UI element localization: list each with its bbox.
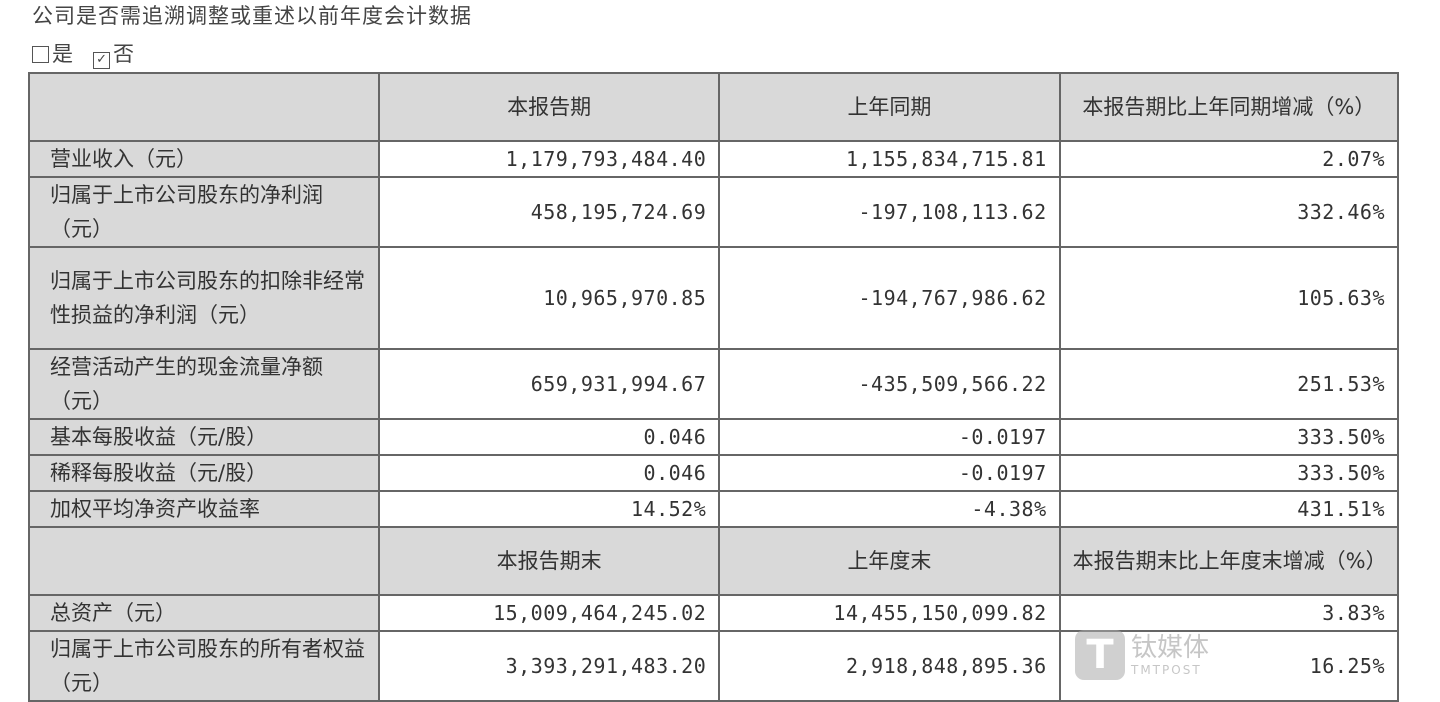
row-label: 归属于上市公司股东的净利润（元） <box>28 176 380 248</box>
row-label: 稀释每股收益（元/股） <box>28 454 380 492</box>
checkbox-unchecked-icon[interactable] <box>32 46 49 63</box>
previous-value: -0.0197 <box>718 418 1061 456</box>
current-value: 659,931,994.67 <box>377 348 721 420</box>
table-row: 基本每股收益（元/股） 0.046 -0.0197 333.50% <box>28 418 1400 456</box>
column-header: 上年同期 <box>718 72 1061 142</box>
previous-value: 2,918,848,895.36 <box>718 630 1061 702</box>
change-value: 251.53% <box>1058 348 1400 420</box>
table-row: 经营活动产生的现金流量净额（元） 659,931,994.67 -435,509,5… <box>28 348 1400 420</box>
current-value: 0.046 <box>377 418 721 456</box>
column-header: 本报告期 <box>377 72 721 142</box>
change-value: 332.46% <box>1058 176 1400 248</box>
previous-value: -0.0197 <box>718 454 1061 492</box>
row-label: 营业收入（元） <box>28 140 380 178</box>
watermark-name: 钛媒体 <box>1131 633 1210 663</box>
financial-data-table: 本报告期 上年同期 本报告期比上年同期增减（%） 营业收入（元） 1,179,793,4… <box>28 72 1400 702</box>
row-label: 归属于上市公司股东的扣除非经常性损益的净利润（元） <box>28 246 380 350</box>
current-value: 3,393,291,483.20 <box>377 630 721 702</box>
column-header <box>28 72 380 142</box>
table-row: 总资产（元） 15,009,464,245.02 14,455,150,099.82… <box>28 594 1400 632</box>
column-header: 上年度末 <box>718 526 1061 596</box>
option-yes[interactable]: 是 <box>32 42 73 66</box>
change-value: 105.63% <box>1058 246 1400 350</box>
current-value: 458,195,724.69 <box>377 176 721 248</box>
table-header-row: 本报告期末 上年度末 本报告期末比上年度末增减（%） <box>28 526 1400 596</box>
table-row: 归属于上市公司股东的所有者权益（元） 3,393,291,483.20 2,918,… <box>28 630 1400 702</box>
current-value: 14.52% <box>377 490 721 528</box>
option-yes-label: 是 <box>52 42 73 66</box>
page-heading: 公司是否需追溯调整或重述以前年度会计数据 <box>32 4 472 28</box>
previous-value: -4.38% <box>718 490 1061 528</box>
watermark-logo-icon: T <box>1075 630 1125 680</box>
previous-value: 14,455,150,099.82 <box>718 594 1061 632</box>
change-value: 3.83% <box>1058 594 1400 632</box>
previous-value: 1,155,834,715.81 <box>718 140 1061 178</box>
restatement-options: 是 ✓ 否 <box>32 40 134 69</box>
row-label: 基本每股收益（元/股） <box>28 418 380 456</box>
table-row: 加权平均净资产收益率 14.52% -4.38% 431.51% <box>28 490 1400 528</box>
option-no-label: 否 <box>113 42 135 66</box>
row-label: 总资产（元） <box>28 594 380 632</box>
column-header <box>28 526 380 596</box>
previous-value: -197,108,113.62 <box>718 176 1061 248</box>
change-value: 2.07% <box>1058 140 1400 178</box>
option-no[interactable]: ✓ 否 <box>93 42 135 69</box>
previous-value: -194,767,986.62 <box>718 246 1061 350</box>
row-label: 归属于上市公司股东的所有者权益（元） <box>28 630 380 702</box>
current-value: 10,965,970.85 <box>377 246 721 350</box>
current-value: 1,179,793,484.40 <box>377 140 721 178</box>
row-label: 经营活动产生的现金流量净额（元） <box>28 348 380 420</box>
row-label: 加权平均净资产收益率 <box>28 490 380 528</box>
table-row: 归属于上市公司股东的扣除非经常性损益的净利润（元） 10,965,970.85 -1… <box>28 246 1400 350</box>
column-header: 本报告期末比上年度末增减（%） <box>1058 526 1400 596</box>
current-value: 15,009,464,245.02 <box>377 594 721 632</box>
previous-value: -435,509,566.22 <box>718 348 1061 420</box>
table-row: 营业收入（元） 1,179,793,484.40 1,155,834,715.81 2… <box>28 140 1400 178</box>
change-value: 431.51% <box>1058 490 1400 528</box>
column-header: 本报告期比上年同期增减（%） <box>1058 72 1400 142</box>
watermark-sub: TMTPOST <box>1131 663 1202 677</box>
change-value: 333.50% <box>1058 454 1400 492</box>
change-value: 333.50% <box>1058 418 1400 456</box>
column-header: 本报告期末 <box>377 526 721 596</box>
watermark: T 钛媒体 TMTPOST <box>1075 630 1209 680</box>
current-value: 0.046 <box>377 454 721 492</box>
table-row: 稀释每股收益（元/股） 0.046 -0.0197 333.50% <box>28 454 1400 492</box>
table-header-row: 本报告期 上年同期 本报告期比上年同期增减（%） <box>28 72 1400 142</box>
checkbox-checked-icon[interactable]: ✓ <box>93 52 111 69</box>
table-row: 归属于上市公司股东的净利润（元） 458,195,724.69 -197,108,1… <box>28 176 1400 248</box>
